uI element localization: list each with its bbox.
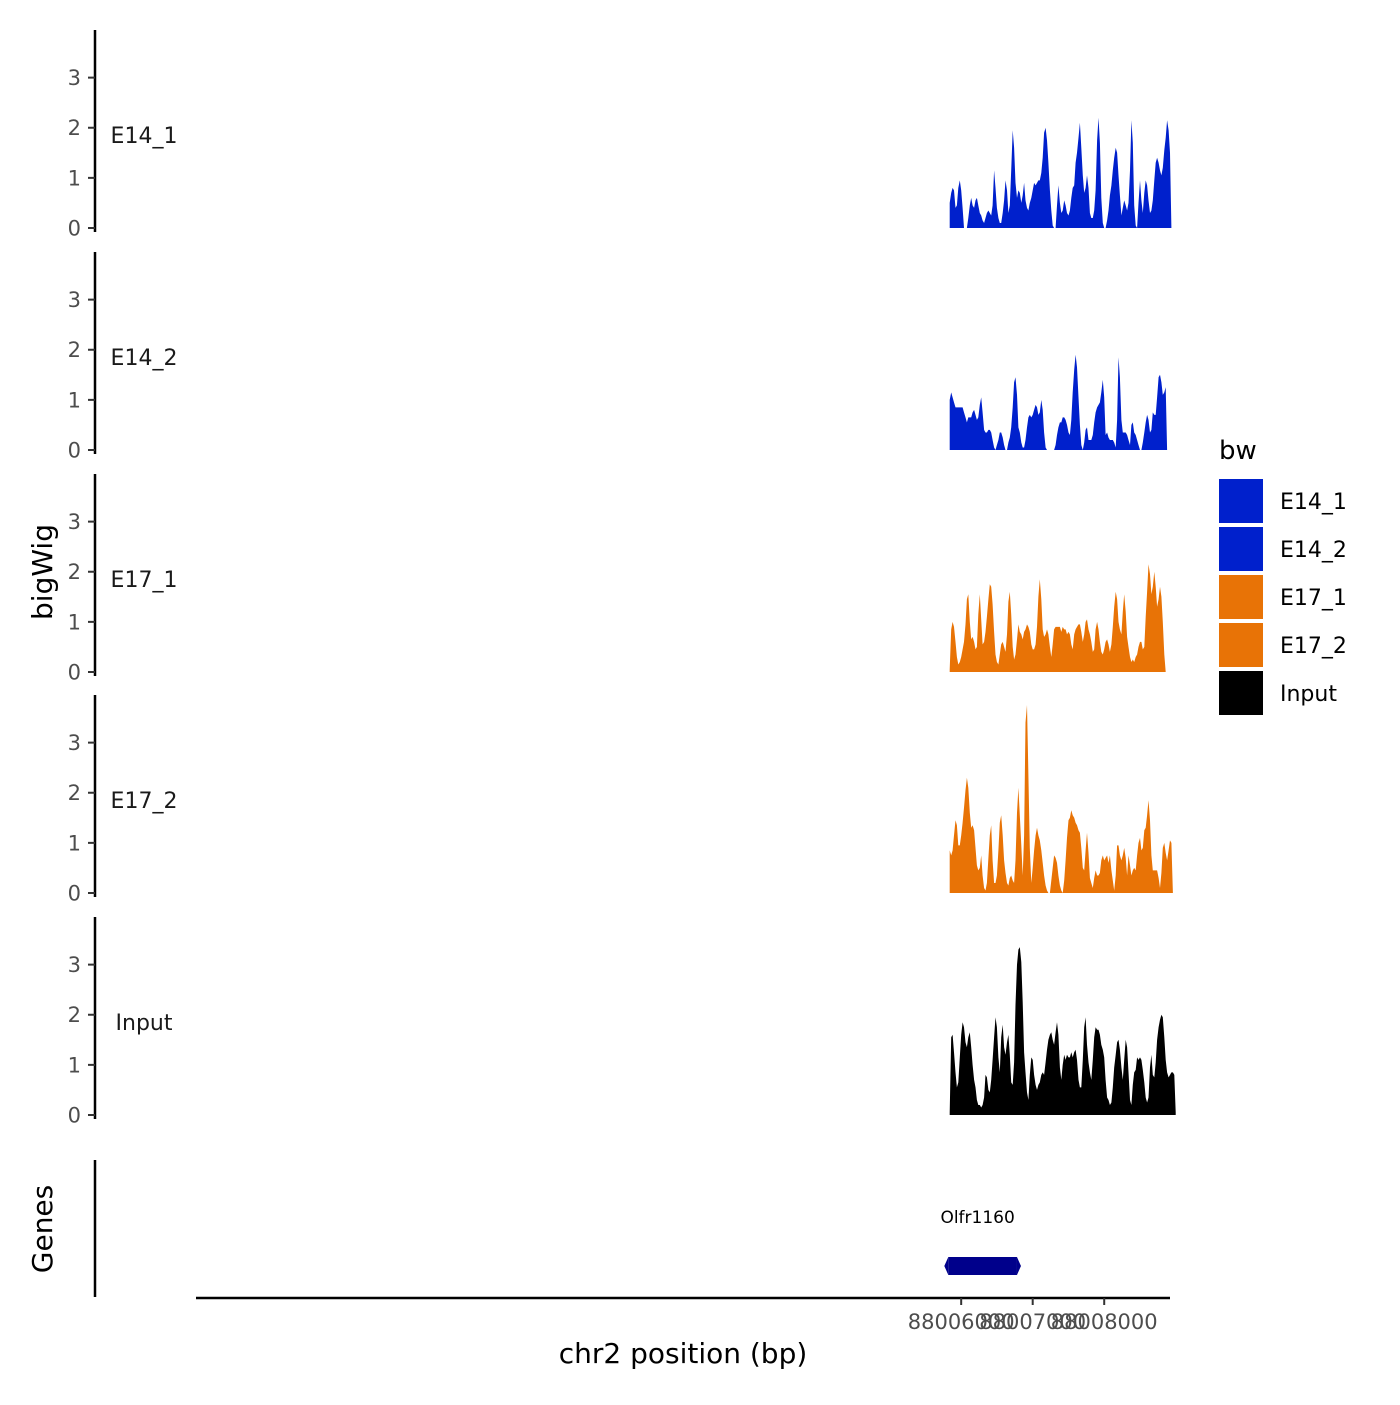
y-tick-label-Input-1: 1 <box>68 1053 81 1077</box>
track-panel-E17_1: 0 1 2 3 E17_1 <box>68 474 1166 685</box>
y-tick-label-E14_1-2: 2 <box>68 116 81 140</box>
y-tick-label-E17_2-2: 2 <box>68 781 81 805</box>
track-label-E17_2: E17_2 <box>111 789 178 814</box>
gene-body-Olfr1160 <box>948 1257 1017 1275</box>
x-tick-label-88007000: 88007000 <box>979 1310 1086 1334</box>
track-panel-E14_1: 0 1 2 3 E14_1 <box>68 30 1172 241</box>
legend-label-E17_1: E17_1 <box>1280 586 1347 611</box>
track-area-E17_1 <box>949 564 1166 672</box>
legend-key-E14_1 <box>1219 479 1263 523</box>
gene-label-Olfr1160: Olfr1160 <box>940 1208 1014 1228</box>
y-tick-label-E17_1-2: 2 <box>68 560 81 584</box>
track-label-E17_1: E17_1 <box>111 568 178 593</box>
track-panel-Input: 0 1 2 3 Input <box>68 917 1176 1128</box>
y-tick-label-E14_2-2: 2 <box>68 338 81 362</box>
x-tick-label-88006000: 88006000 <box>908 1310 1015 1334</box>
y-tick-label-E17_2-3: 3 <box>68 731 81 755</box>
legend-key-E17_1 <box>1219 575 1263 619</box>
y-tick-label-E14_2-1: 1 <box>68 388 81 412</box>
legend-label-E14_1: E14_1 <box>1280 490 1347 515</box>
y-tick-label-E17_2-1: 1 <box>68 831 81 855</box>
legend-title: bw <box>1219 436 1257 466</box>
y-tick-label-E17_1-0: 0 <box>68 661 81 685</box>
y-tick-label-Input-2: 2 <box>68 1003 81 1027</box>
legend-label-Input: Input <box>1280 682 1337 707</box>
y-axis-title: bigWig <box>26 524 59 620</box>
y-tick-label-E17_2-0: 0 <box>68 882 81 906</box>
gene-panel: Olfr1160 <box>93 1160 1021 1297</box>
track-area-E17_2 <box>949 705 1173 893</box>
track-label-E14_2: E14_2 <box>111 346 178 371</box>
legend-key-E14_2 <box>1219 527 1263 571</box>
track-panel-E14_2: 0 1 2 3 E14_2 <box>68 252 1168 463</box>
legend-key-E17_2 <box>1219 623 1263 667</box>
y-tick-label-Input-3: 3 <box>68 953 81 977</box>
legend: bw E14_1 E14_2 E17_1 E17_2 Input <box>1219 436 1347 715</box>
track-area-Input <box>949 947 1176 1115</box>
y-tick-label-E14_1-3: 3 <box>68 66 81 90</box>
y-tick-label-E14_1-1: 1 <box>68 166 81 190</box>
y-tick-label-E17_1-3: 3 <box>68 510 81 534</box>
track-label-E14_1: E14_1 <box>111 124 178 149</box>
y-tick-label-E14_2-0: 0 <box>68 439 81 463</box>
x-axis-title: chr2 position (bp) <box>559 1337 808 1370</box>
y-tick-label-E14_1-0: 0 <box>68 217 81 241</box>
legend-label-E14_2: E14_2 <box>1280 538 1347 563</box>
genes-axis-title: Genes <box>26 1185 59 1273</box>
x-tick-label-88008000: 88008000 <box>1051 1310 1158 1334</box>
track-label-Input: Input <box>116 1011 173 1036</box>
track-panel-E17_2: 0 1 2 3 E17_2 <box>68 695 1173 906</box>
y-tick-label-E14_2-3: 3 <box>68 288 81 312</box>
track-area-E14_1 <box>949 117 1172 228</box>
track-panels: 0 1 2 3 E14_1 0 1 2 3 E14_2 0 1 2 3 E17_1 0 1 2 3 E17_2 0 1 2 3… <box>68 30 1176 1128</box>
gene-start-cap-Olfr1160 <box>944 1257 949 1275</box>
track-area-E14_2 <box>949 354 1168 450</box>
legend-key-Input <box>1219 671 1263 715</box>
legend-label-E17_2: E17_2 <box>1280 634 1347 659</box>
gene-end-cap-Olfr1160 <box>1016 1257 1021 1275</box>
y-tick-label-E17_1-1: 1 <box>68 610 81 634</box>
y-tick-label-Input-0: 0 <box>68 1104 81 1128</box>
